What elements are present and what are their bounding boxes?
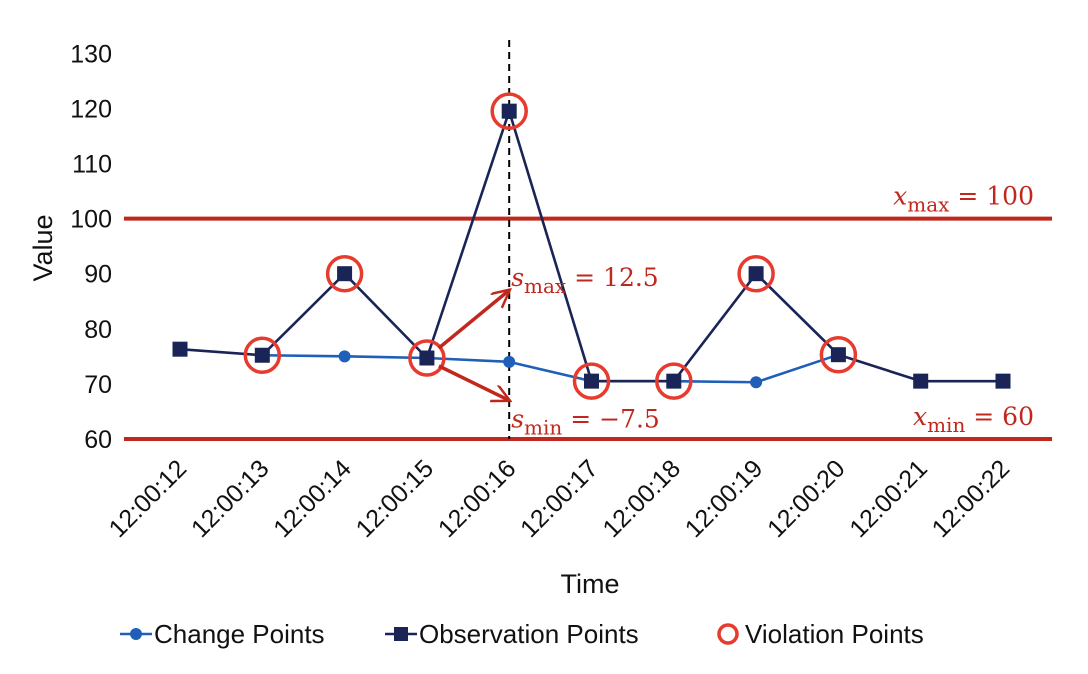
slope-annotations: smax = 12.5 smin = −7.5 <box>437 263 660 439</box>
legend-item: Observation Points <box>385 619 639 649</box>
series-change-points <box>256 348 845 389</box>
change-point-marker <box>338 350 351 363</box>
observation-point-marker <box>995 373 1011 389</box>
series-line <box>262 353 839 384</box>
x-tick-label: 12:00:12 <box>104 454 193 543</box>
x-tick-label: 12:00:18 <box>597 454 686 543</box>
slope-arrow-min <box>438 364 509 400</box>
slope-label-max: smax = 12.5 <box>511 263 659 298</box>
threshold-label-max: xmax = 100 <box>893 182 1034 217</box>
legend-label: Change Points <box>154 619 325 649</box>
y-tick-label: 100 <box>70 206 112 234</box>
y-axis: Value 60 70 80 90 100 110 120 130 <box>28 40 112 454</box>
legend-circle-icon <box>130 628 142 640</box>
observation-point-marker <box>501 103 517 119</box>
x-tick-label: 12:00:21 <box>844 454 933 543</box>
violation-point-ring <box>572 362 611 400</box>
y-tick-label: 120 <box>70 95 112 123</box>
legend-square-icon <box>394 627 408 641</box>
x-tick-label: 12:00:22 <box>927 454 1016 543</box>
violation-point-ring <box>243 336 282 374</box>
y-tick-label: 90 <box>84 261 112 289</box>
violation-point-ring <box>819 335 858 374</box>
threshold-label-min: xmin = 60 <box>913 402 1034 437</box>
change-point-marker <box>503 355 516 368</box>
slope-label-min: smin = −7.5 <box>511 404 660 439</box>
series-observation-points <box>172 103 1011 389</box>
x-tick-label: 12:00:16 <box>433 454 522 543</box>
change-point-marker <box>750 376 763 389</box>
y-tick-label: 70 <box>84 371 112 399</box>
x-axis-title: Time <box>561 569 620 599</box>
violation-point-ring <box>490 92 528 130</box>
x-tick-label: 12:00:20 <box>762 454 851 543</box>
legend-label: Observation Points <box>419 619 639 649</box>
slope-arrow-max <box>437 290 509 350</box>
x-tick-label: 12:00:14 <box>268 454 357 543</box>
observation-point-marker <box>419 350 435 366</box>
series-group <box>172 92 1011 400</box>
y-axis-title: Value <box>28 214 58 281</box>
x-axis: 12:00:1212:00:1312:00:1412:00:1512:00:16… <box>104 454 1016 599</box>
legend-item: Violation Points <box>717 619 924 649</box>
violation-point-ring <box>655 362 693 400</box>
y-tick-label: 80 <box>84 316 112 344</box>
legend: Change Points Observation Points Violation… <box>120 619 924 649</box>
legend-ring-icon <box>717 623 739 645</box>
observation-point-marker <box>748 266 764 282</box>
series-violation-points <box>243 92 858 400</box>
y-tick-label: 110 <box>72 151 112 179</box>
observation-point-marker <box>913 373 929 389</box>
observation-point-marker <box>337 266 353 282</box>
observation-point-marker <box>584 373 599 389</box>
y-tick-label: 130 <box>70 40 112 68</box>
threshold-lines: xmax = 100 xmin = 60 <box>124 182 1052 441</box>
violation-point-ring <box>408 339 446 377</box>
legend-item: Change Points <box>120 619 325 649</box>
x-tick-label: 12:00:17 <box>515 454 604 543</box>
x-tick-label: 12:00:15 <box>351 454 440 543</box>
legend-label: Violation Points <box>745 619 924 649</box>
observation-point-marker <box>830 347 846 363</box>
violation-point-ring <box>737 254 775 293</box>
violation-point-ring <box>325 254 364 293</box>
observation-point-marker <box>172 341 188 357</box>
x-tick-label: 12:00:13 <box>186 454 275 543</box>
x-tick-label: 12:00:19 <box>680 454 769 543</box>
observation-point-marker <box>254 347 270 363</box>
observation-point-marker <box>666 373 682 389</box>
series-line <box>179 106 1003 383</box>
y-tick-label: 60 <box>84 426 112 454</box>
